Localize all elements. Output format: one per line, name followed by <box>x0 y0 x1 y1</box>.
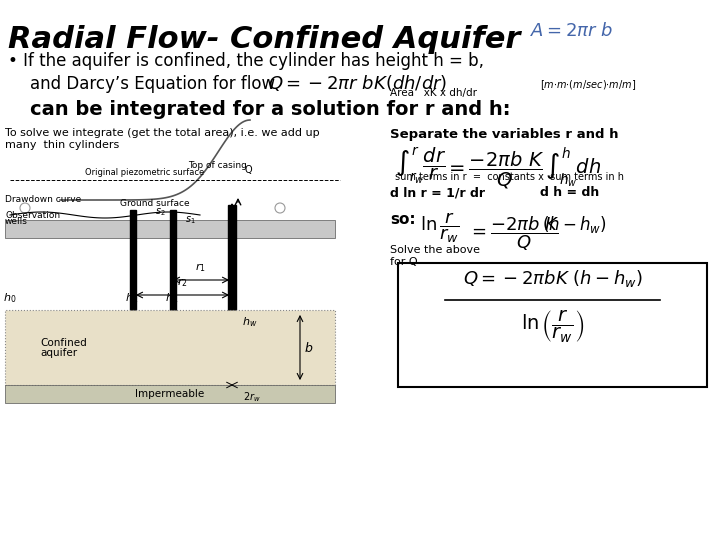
Text: $\int_{h_w}^{h} dh$: $\int_{h_w}^{h} dh$ <box>545 145 601 189</box>
Text: d ln r = 1/r dr: d ln r = 1/r dr <box>390 186 485 199</box>
Text: $s_2$: $s_2$ <box>155 206 166 218</box>
Text: $\ln\left(\dfrac{r}{r_w}\right)$: $\ln\left(\dfrac{r}{r_w}\right)$ <box>521 308 585 344</box>
Text: so:: so: <box>390 212 415 227</box>
Text: $Q = -2\pi r\ bK(dh/dr)$: $Q = -2\pi r\ bK(dh/dr)$ <box>268 73 447 93</box>
Text: Q: Q <box>244 165 252 175</box>
Text: aquifer: aquifer <box>40 348 77 358</box>
Text: $\int_{r_w}^{r} \dfrac{dr}{r}$: $\int_{r_w}^{r} \dfrac{dr}{r}$ <box>395 145 446 186</box>
Text: d h = dh: d h = dh <box>540 186 599 199</box>
Text: Confined: Confined <box>40 338 86 348</box>
FancyBboxPatch shape <box>5 310 335 385</box>
Text: $h_w$: $h_w$ <box>242 315 257 329</box>
Text: Original piezometric surface: Original piezometric surface <box>86 168 204 177</box>
Text: can be integrated for a solution for r and h:: can be integrated for a solution for r a… <box>30 100 510 119</box>
Text: wells: wells <box>5 218 28 226</box>
Text: $(h - h_w)$: $(h - h_w)$ <box>542 214 607 235</box>
Text: $= \dfrac{-2\pi b\ K}{Q}$: $= \dfrac{-2\pi b\ K}{Q}$ <box>468 214 559 253</box>
FancyBboxPatch shape <box>5 220 335 238</box>
Text: $r_2$: $r_2$ <box>176 276 187 289</box>
Text: Area   xK x dh/dr: Area xK x dh/dr <box>390 88 477 98</box>
Text: and Darcy’s Equation for flow: and Darcy’s Equation for flow <box>30 75 280 93</box>
Text: $h_2$: $h_2$ <box>125 291 138 305</box>
Text: b: b <box>305 341 313 354</box>
Text: $Q = -2\pi b K\ (h - h_w)$: $Q = -2\pi b K\ (h - h_w)$ <box>463 268 643 289</box>
Text: $= \dfrac{-2\pi b\ K}{Q}$: $= \dfrac{-2\pi b\ K}{Q}$ <box>445 150 544 191</box>
Text: $s_1$: $s_1$ <box>185 214 196 226</box>
FancyBboxPatch shape <box>5 385 335 403</box>
Text: Top of casing: Top of casing <box>189 161 248 170</box>
Text: $2r_w$: $2r_w$ <box>243 390 261 404</box>
Bar <box>228 205 236 310</box>
Text: Solve the above: Solve the above <box>390 245 480 255</box>
Text: To solve we integrate (get the total area), i.e. we add up: To solve we integrate (get the total are… <box>5 128 320 138</box>
Text: Drawdown curve: Drawdown curve <box>5 195 81 205</box>
Text: Radial Flow- Confined Aquifer: Radial Flow- Confined Aquifer <box>8 25 521 54</box>
Bar <box>170 210 176 310</box>
FancyBboxPatch shape <box>398 263 707 387</box>
Text: sum terms in r  =  constants x  sum terms in h: sum terms in r = constants x sum terms i… <box>395 172 624 182</box>
Text: $r_1$: $r_1$ <box>194 261 205 274</box>
Text: $h_1$: $h_1$ <box>165 291 179 305</box>
Text: many  thin cylinders: many thin cylinders <box>5 140 120 150</box>
Text: $A = 2\pi r\ b$: $A = 2\pi r\ b$ <box>530 22 613 40</box>
Text: Observation: Observation <box>5 211 60 219</box>
Text: • If the aquifer is confined, the cylinder has height h = b,: • If the aquifer is confined, the cylind… <box>8 52 484 70</box>
Bar <box>130 210 136 310</box>
Text: Ground surface: Ground surface <box>120 199 190 208</box>
Text: $\ln \dfrac{r}{r_w}$: $\ln \dfrac{r}{r_w}$ <box>420 210 459 245</box>
Text: $[m{\cdot}m{\cdot}(m/sec){\cdot}m/m]$: $[m{\cdot}m{\cdot}(m/sec){\cdot}m/m]$ <box>540 78 636 92</box>
Text: $h_0$: $h_0$ <box>3 291 17 305</box>
Text: for Q: for Q <box>390 257 418 267</box>
Text: Separate the variables r and h: Separate the variables r and h <box>390 128 618 141</box>
Text: Impermeable: Impermeable <box>135 389 204 399</box>
